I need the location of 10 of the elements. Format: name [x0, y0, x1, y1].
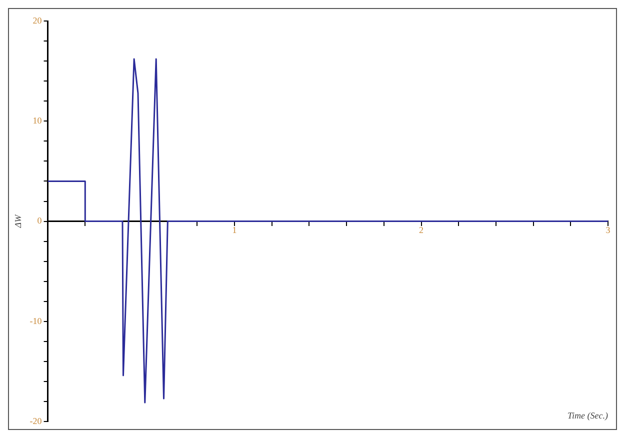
- x-tick-label: 2: [419, 225, 424, 236]
- y-tick-label: -10: [30, 316, 42, 326]
- y-tick-label: 20: [32, 15, 42, 26]
- y-axis-title: ΔW: [12, 213, 23, 229]
- y-tick-label: 0: [37, 216, 42, 226]
- y-tick-label: -20: [30, 416, 42, 426]
- y-tick-label: 10: [32, 116, 42, 126]
- x-tick-label: 1: [232, 225, 237, 236]
- x-tick-label: 3: [606, 225, 611, 236]
- x-axis-title: Time (Sec.): [568, 410, 608, 420]
